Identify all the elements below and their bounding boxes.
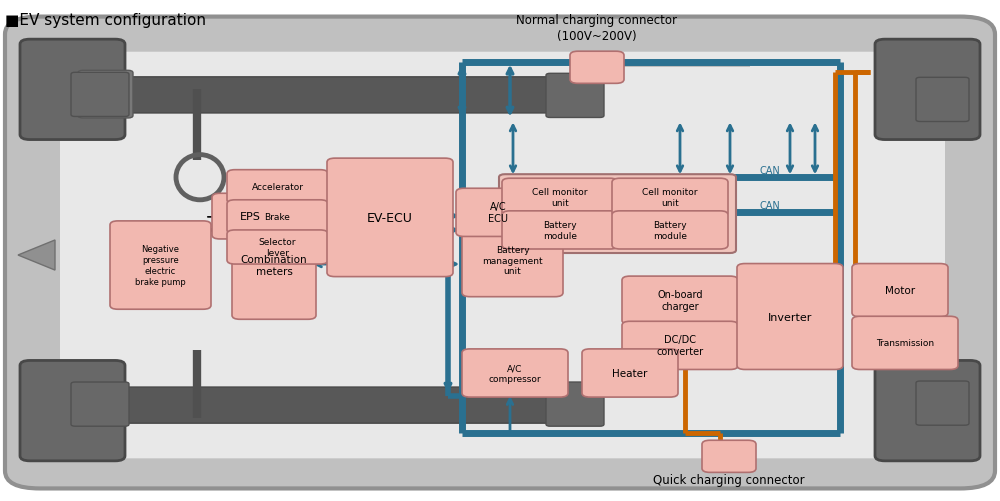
Text: Battery
module: Battery module: [543, 220, 577, 240]
FancyBboxPatch shape: [702, 440, 756, 472]
FancyBboxPatch shape: [546, 382, 604, 426]
FancyBboxPatch shape: [327, 159, 453, 277]
FancyBboxPatch shape: [232, 211, 316, 320]
Text: Selector
lever: Selector lever: [259, 237, 296, 258]
FancyBboxPatch shape: [852, 264, 948, 317]
Polygon shape: [18, 240, 55, 271]
Text: Cell monitor
unit: Cell monitor unit: [532, 188, 588, 208]
Text: Normal charging connector: Normal charging connector: [516, 14, 678, 27]
FancyBboxPatch shape: [502, 211, 618, 249]
Text: Accelerator: Accelerator: [251, 183, 303, 192]
Text: Transmission: Transmission: [876, 339, 934, 348]
FancyBboxPatch shape: [227, 230, 328, 265]
FancyBboxPatch shape: [499, 175, 736, 254]
FancyBboxPatch shape: [20, 40, 125, 140]
Text: EPS: EPS: [240, 212, 260, 221]
FancyBboxPatch shape: [212, 194, 288, 239]
FancyBboxPatch shape: [737, 264, 843, 370]
Text: Quick charging connector: Quick charging connector: [653, 473, 805, 486]
Text: A/C
compressor: A/C compressor: [489, 363, 541, 383]
FancyBboxPatch shape: [20, 361, 125, 461]
FancyBboxPatch shape: [462, 224, 563, 297]
FancyBboxPatch shape: [875, 361, 980, 461]
FancyBboxPatch shape: [622, 322, 738, 370]
FancyBboxPatch shape: [875, 40, 980, 140]
FancyBboxPatch shape: [71, 382, 129, 426]
Text: EV-ECU: EV-ECU: [367, 211, 413, 224]
FancyBboxPatch shape: [852, 317, 958, 370]
FancyBboxPatch shape: [570, 52, 624, 84]
FancyBboxPatch shape: [227, 200, 328, 234]
FancyBboxPatch shape: [916, 381, 969, 425]
FancyBboxPatch shape: [227, 170, 328, 204]
Text: ■EV system configuration: ■EV system configuration: [5, 13, 206, 28]
FancyBboxPatch shape: [502, 179, 618, 217]
Text: Negative
pressure
electric
brake pump: Negative pressure electric brake pump: [135, 245, 186, 286]
FancyBboxPatch shape: [105, 78, 560, 114]
FancyBboxPatch shape: [612, 211, 728, 249]
FancyBboxPatch shape: [456, 189, 540, 237]
Text: Battery
management
unit: Battery management unit: [482, 245, 543, 276]
Text: Combination
meters: Combination meters: [241, 255, 307, 277]
Text: Motor: Motor: [885, 286, 915, 296]
FancyBboxPatch shape: [622, 277, 738, 325]
FancyBboxPatch shape: [612, 179, 728, 217]
FancyBboxPatch shape: [110, 221, 211, 310]
FancyBboxPatch shape: [916, 78, 969, 122]
FancyBboxPatch shape: [60, 53, 945, 458]
Text: CAN: CAN: [760, 165, 781, 175]
FancyBboxPatch shape: [78, 71, 133, 119]
FancyBboxPatch shape: [71, 73, 129, 117]
Text: Heater: Heater: [612, 368, 648, 378]
Text: Brake: Brake: [265, 213, 290, 222]
Text: DC/DC
converter: DC/DC converter: [656, 335, 704, 357]
Text: Battery
module: Battery module: [653, 220, 687, 240]
Text: Inverter: Inverter: [768, 312, 812, 322]
Text: (100V~200V): (100V~200V): [557, 30, 637, 43]
FancyBboxPatch shape: [546, 74, 604, 118]
Text: Cell monitor
unit: Cell monitor unit: [642, 188, 698, 208]
FancyBboxPatch shape: [105, 387, 560, 423]
Text: A/C
ECU: A/C ECU: [488, 202, 508, 224]
Text: CAN: CAN: [760, 200, 781, 210]
FancyBboxPatch shape: [582, 349, 678, 397]
FancyBboxPatch shape: [5, 18, 995, 488]
Text: On-board
charger: On-board charger: [657, 290, 703, 312]
FancyBboxPatch shape: [462, 349, 568, 397]
